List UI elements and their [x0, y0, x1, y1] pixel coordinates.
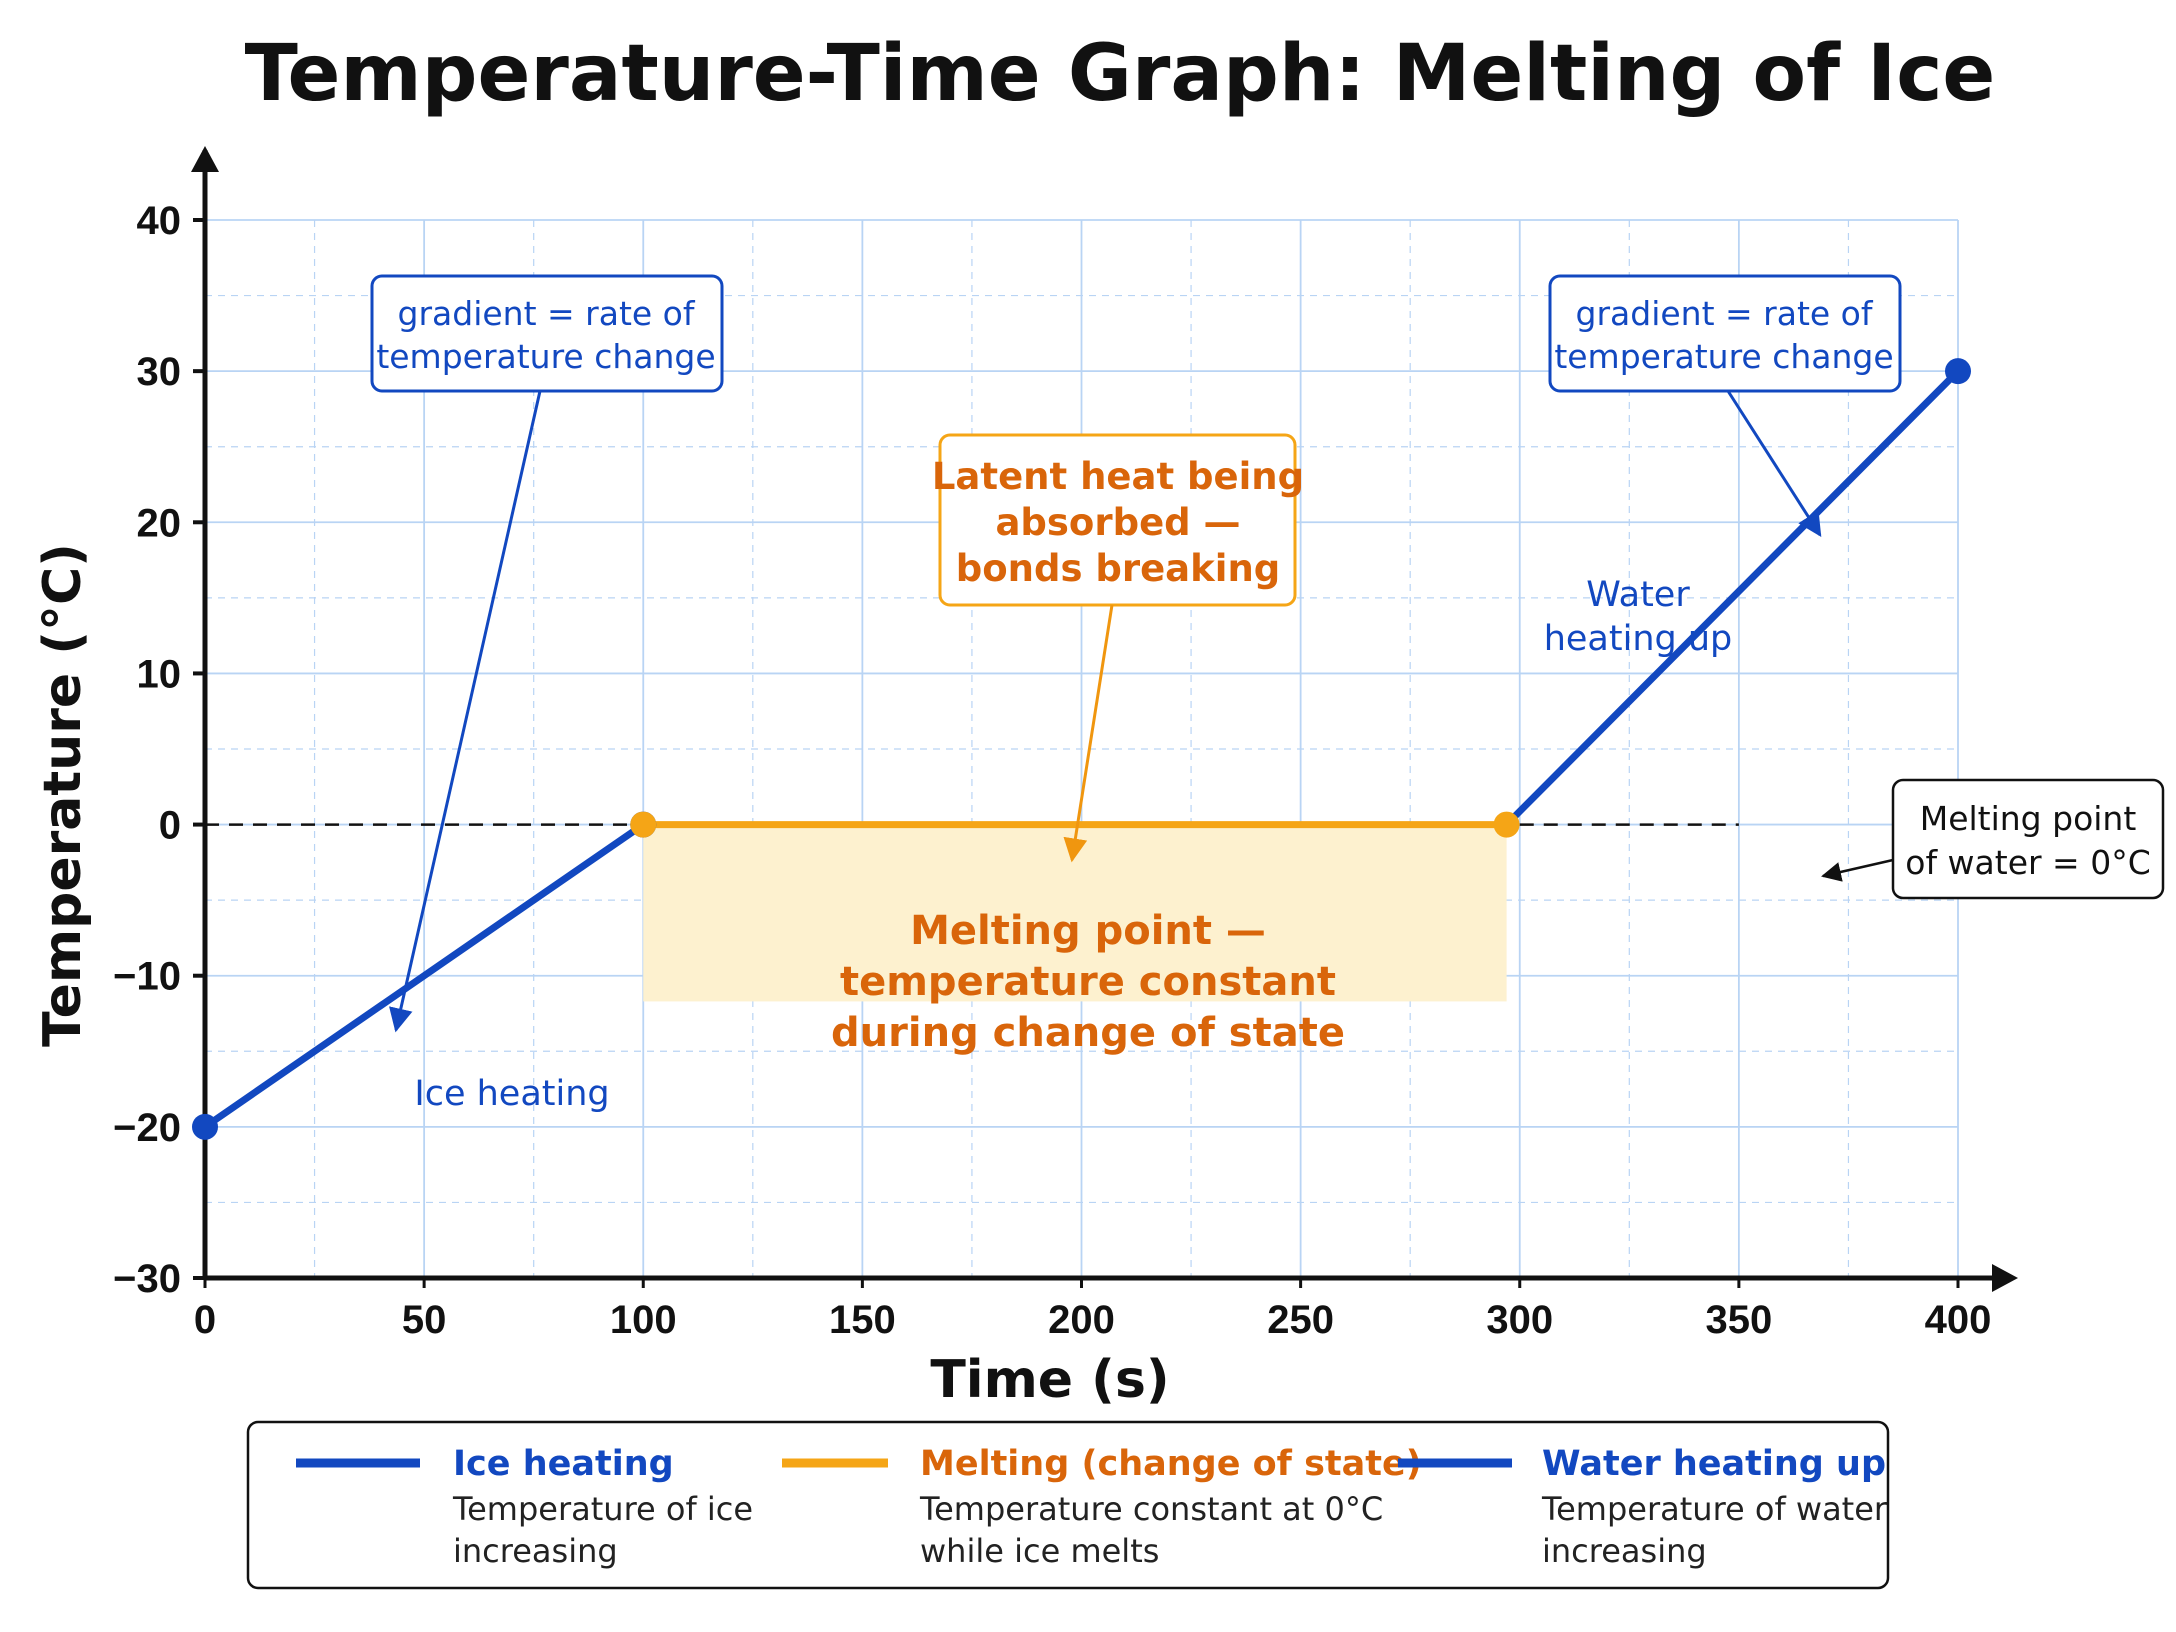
y-tick-label: −30 [113, 1257, 181, 1301]
y-tick-label: 10 [137, 652, 182, 696]
melting-text-line-2: temperature constant [840, 959, 1336, 1005]
gradient-box-left [370, 274, 724, 393]
x-tick-label: 250 [1267, 1298, 1334, 1342]
data-point-melting-change-of-state [1493, 811, 1520, 838]
melting-point-line-2: of water = 0°C [1905, 843, 2151, 882]
x-tick-label: 0 [194, 1298, 216, 1342]
legend-name-melting: Melting (change of state) [920, 1444, 1422, 1484]
x-axis-arrowhead [1992, 1264, 2018, 1292]
latent-heat-annotation: Latent heat being absorbed — bonds break… [932, 433, 1304, 863]
melting-point-text: Melting point — temperature constant dur… [831, 908, 1345, 1056]
y-tick-label: 40 [137, 199, 182, 243]
melting-text-line-1: Melting point — [910, 908, 1266, 954]
legend-desc-melting-1: Temperature constant at 0°C [919, 1490, 1383, 1528]
legend-desc-ice-heating-2: increasing [453, 1532, 618, 1570]
gradient-right-line-2: temperature change [1554, 337, 1893, 376]
gradient-left-line-1: gradient = rate of [398, 294, 696, 333]
y-tick-label: 0 [159, 804, 181, 848]
y-axis-label: Temperature (°C) [33, 543, 93, 1047]
x-tick-label: 50 [402, 1298, 447, 1342]
y-tick-label: −20 [113, 1106, 181, 1150]
melting-point-arrow [1821, 858, 1894, 882]
water-heating-label-line-1: Water [1586, 575, 1690, 615]
chart-title: Temperature-Time Graph: Melting of Ice [245, 29, 1996, 119]
legend-name-ice-heating: Ice heating [453, 1444, 674, 1484]
x-tick-label: 100 [610, 1298, 677, 1342]
legend-desc-melting-2: while ice melts [920, 1532, 1159, 1570]
y-axis-arrowhead [191, 146, 219, 172]
legend: Ice heating Temperature of ice increasin… [246, 1420, 1890, 1590]
y-tick-label: 30 [137, 350, 182, 394]
data-point-ice-heating [192, 1113, 218, 1140]
melting-text-line-3: during change of state [831, 1010, 1345, 1056]
series-line-water-heating-up [1503, 367, 1962, 829]
x-tick-label: 350 [1706, 1298, 1773, 1342]
gradient-right-arrow [1726, 390, 1822, 538]
series-line-ice-heating [201, 821, 647, 1131]
y-tick-label: −10 [113, 955, 181, 999]
data-point-melting-change-of-state [630, 811, 657, 838]
legend-desc-ice-heating-1: Temperature of ice [452, 1490, 753, 1528]
gradient-annotation-left: gradient = rate of temperature change [370, 274, 724, 1033]
legend-item-water-heating: Water heating up Temperature of water in… [1398, 1444, 1888, 1570]
latent-heat-line-3: bonds breaking [956, 547, 1281, 590]
x-tick-label: 400 [1925, 1298, 1992, 1342]
data-point-water-heating-up [1945, 358, 1971, 385]
melting-point-line-1: Melting point [1920, 799, 2137, 838]
legend-item-ice-heating: Ice heating Temperature of ice increasin… [296, 1444, 753, 1570]
legend-name-water-heating: Water heating up [1542, 1444, 1886, 1484]
water-heating-label: Water heating up [1544, 575, 1733, 659]
x-tick-label: 200 [1048, 1298, 1115, 1342]
y-tick-label: 20 [137, 501, 182, 545]
legend-desc-water-heating-1: Temperature of water [1541, 1490, 1888, 1528]
gradient-box-right [1548, 274, 1902, 393]
latent-heat-box [938, 433, 1297, 607]
gradient-left-line-2: temperature change [376, 337, 715, 376]
x-axis-label: Time (s) [930, 1350, 1169, 1410]
gradient-annotation-right: gradient = rate of temperature change [1548, 274, 1902, 538]
gradient-left-arrow [389, 390, 542, 1033]
latent-heat-arrow [1063, 604, 1114, 863]
latent-heat-line-2: absorbed — [995, 501, 1240, 544]
x-tick-label: 300 [1486, 1298, 1553, 1342]
ice-heating-label: Ice heating [414, 1074, 609, 1114]
series-layer [192, 358, 1971, 1140]
axes [191, 146, 2018, 1292]
x-tick-label: 150 [829, 1298, 896, 1342]
melting-point-box [1891, 778, 2165, 900]
legend-item-melting: Melting (change of state) Temperature co… [782, 1444, 1422, 1570]
gradient-right-line-1: gradient = rate of [1576, 294, 1874, 333]
water-heating-label-line-2: heating up [1544, 619, 1733, 659]
legend-desc-water-heating-2: increasing [1542, 1532, 1707, 1570]
latent-heat-line-1: Latent heat being [932, 455, 1304, 498]
melting-point-annotation: Melting point of water = 0°C [1821, 778, 2165, 900]
